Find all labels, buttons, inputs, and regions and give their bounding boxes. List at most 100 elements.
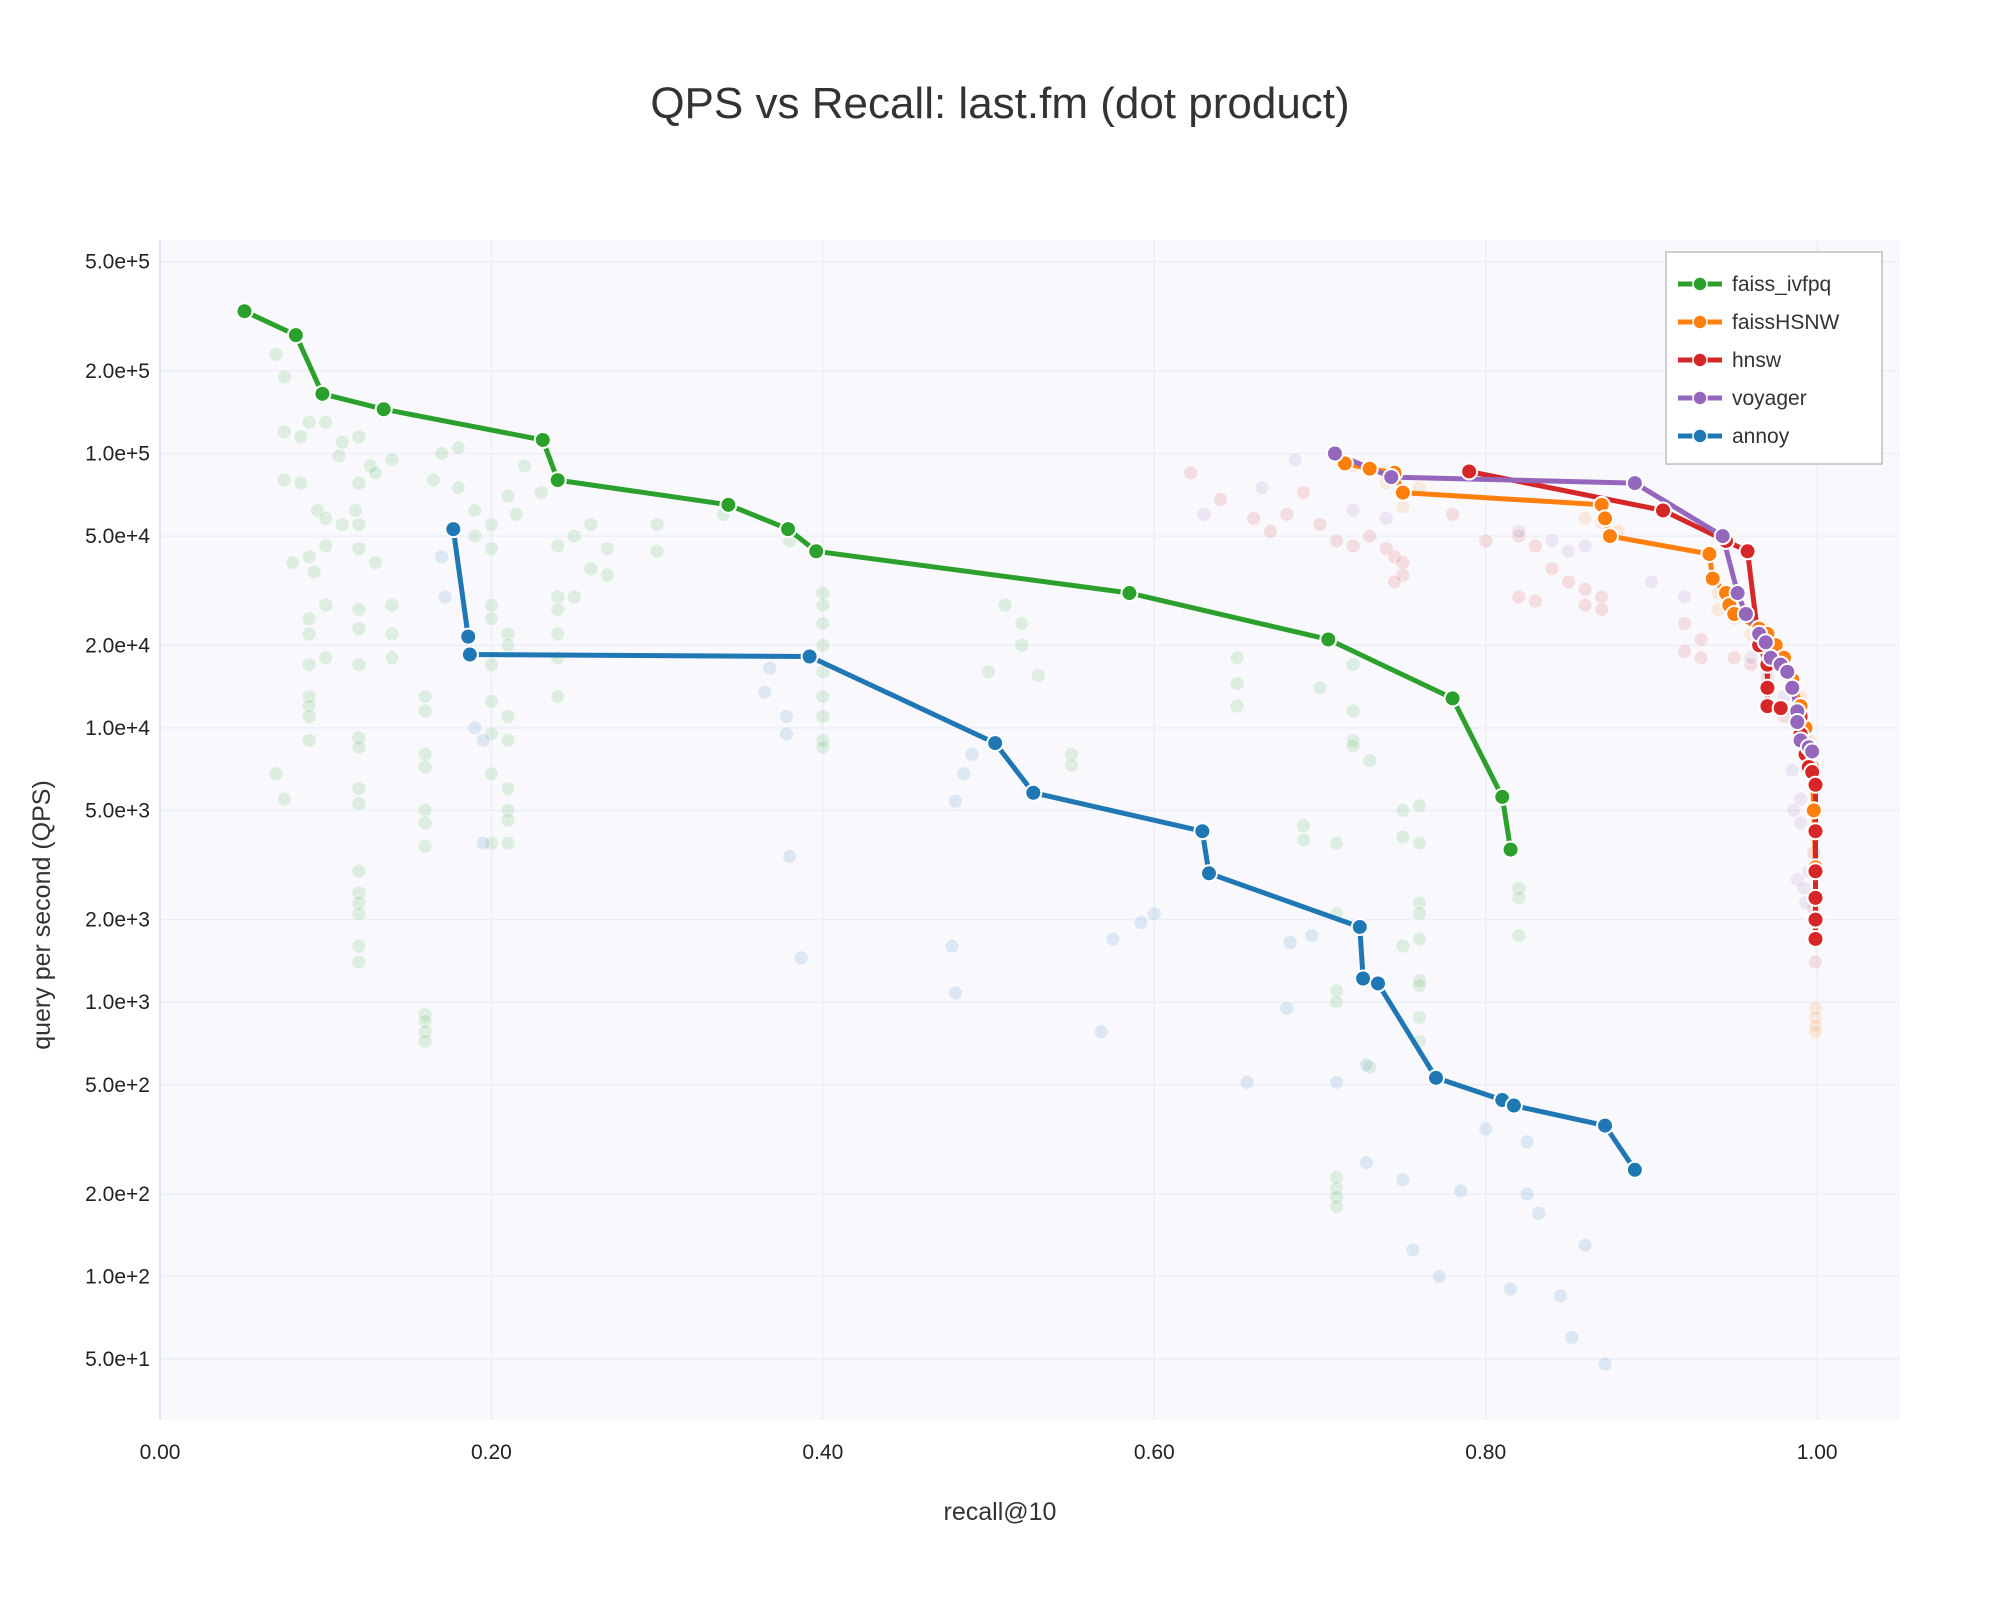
background-point-faiss_ivfpq: [417, 746, 433, 762]
background-point-annoy: [762, 660, 778, 676]
background-point-hnsw: [1677, 616, 1693, 632]
frontier-point-hnsw: [1806, 888, 1825, 907]
background-point-faiss_ivfpq: [276, 791, 292, 807]
background-point-faiss_ivfpq: [351, 429, 367, 445]
background-point-faiss_ivfpq: [450, 480, 466, 496]
background-point-faiss_ivfpq: [483, 657, 499, 673]
background-point-hnsw: [1478, 533, 1494, 549]
frontier-point-annoy: [1024, 783, 1043, 802]
background-point-faiss_ivfpq: [566, 528, 582, 544]
background-point-annoy: [475, 835, 491, 851]
y-tick-label: 5.0e+2: [85, 1074, 150, 1097]
frontier-point-faiss_ivfpq: [1501, 840, 1520, 859]
background-point-faiss_ivfpq: [483, 517, 499, 533]
frontier-point-faiss_ivfpq: [533, 430, 552, 449]
frontier-point-annoy: [1504, 1096, 1523, 1115]
background-point-faiss_ivfpq: [1411, 798, 1427, 814]
frontier-point-faiss_ivfpq: [779, 520, 798, 539]
frontier-point-annoy: [460, 645, 479, 664]
y-axis-ticks: 5.0e+1 1.0e+2 2.0e+2 5.0e+2 1.0e+3 2.0e+3 5.0e…: [85, 251, 150, 1371]
y-tick-label: 1.0e+5: [85, 442, 150, 465]
background-point-faiss_ivfpq: [1395, 829, 1411, 845]
legend-item-faissHSNW[interactable]: faissHSNW: [1678, 311, 1840, 334]
frontier-point-faissHSNW: [1360, 459, 1379, 478]
background-point-hnsw: [1387, 549, 1403, 565]
background-point-voyager: [1287, 452, 1303, 468]
background-point-faiss_ivfpq: [417, 815, 433, 831]
background-point-faiss_ivfpq: [351, 954, 367, 970]
background-point-annoy: [437, 589, 453, 605]
background-point-annoy: [1133, 915, 1149, 931]
grid-layer: [160, 240, 1900, 1420]
background-point-faiss_ivfpq: [334, 517, 350, 533]
frontier-point-annoy: [800, 647, 819, 666]
background-point-annoy: [434, 549, 450, 565]
background-point-faiss_ivfpq: [500, 732, 516, 748]
legend[interactable]: faiss_ivfpq faissHSNW hnsw voyager annoy: [1665, 251, 1883, 465]
background-point-faiss_ivfpq: [384, 650, 400, 666]
frontier-point-hnsw: [1806, 822, 1825, 841]
legend-label: annoy: [1732, 425, 1790, 448]
legend-item-hnsw[interactable]: hnsw: [1678, 349, 1782, 372]
background-point-hnsw: [1511, 528, 1527, 544]
background-point-annoy: [778, 708, 794, 724]
background-point-hnsw: [1807, 954, 1823, 970]
background-point-faiss_ivfpq: [500, 708, 516, 724]
frontier-point-annoy: [444, 520, 463, 539]
y-tick-label: 2.0e+3: [85, 909, 150, 932]
background-point-faiss_ivfpq: [1411, 972, 1427, 988]
background-point-hnsw: [1544, 561, 1560, 577]
frontier-point-voyager: [1728, 584, 1747, 603]
background-point-faiss_ivfpq: [293, 429, 309, 445]
background-point-annoy: [947, 985, 963, 1001]
background-point-hnsw: [1213, 491, 1229, 507]
background-point-faiss_ivfpq: [318, 510, 334, 526]
background-point-annoy: [1329, 1074, 1345, 1090]
background-point-faiss_ivfpq: [550, 538, 566, 554]
background-point-faiss_ivfpq: [483, 835, 499, 851]
frontier-point-hnsw: [1806, 775, 1825, 794]
background-point-annoy: [782, 848, 798, 864]
background-point-faiss_ivfpq: [301, 698, 317, 714]
frontier-point-faiss_ivfpq: [548, 471, 567, 490]
background-point-hnsw: [1511, 589, 1527, 605]
background-point-faiss_ivfpq: [1345, 657, 1361, 673]
legend-items: faiss_ivfpq faissHSNW hnsw voyager annoy: [1678, 273, 1840, 448]
background-point-hnsw: [1329, 533, 1345, 549]
background-point-hnsw: [1594, 601, 1610, 617]
background-point-faiss_ivfpq: [285, 555, 301, 571]
background-point-voyager: [1793, 815, 1809, 831]
background-point-annoy: [1239, 1074, 1255, 1090]
background-point-faiss_ivfpq: [268, 346, 284, 362]
background-point-hnsw: [1262, 523, 1278, 539]
background-point-faiss_ivfpq: [649, 543, 665, 559]
background-point-annoy: [467, 720, 483, 736]
background-point-annoy: [944, 938, 960, 954]
legend-item-faiss_ivfpq[interactable]: faiss_ivfpq: [1678, 273, 1831, 296]
frontier-point-hnsw: [1758, 678, 1777, 697]
background-point-annoy: [1358, 1057, 1374, 1073]
legend-item-annoy[interactable]: annoy: [1678, 425, 1790, 448]
frontier-point-hnsw: [1806, 929, 1825, 948]
background-point-annoy: [1478, 1121, 1494, 1137]
background-point-faiss_ivfpq: [500, 835, 516, 851]
plot-area: [160, 240, 1900, 1420]
background-point-faiss_ivfpq: [550, 589, 566, 605]
frontier-point-faissHSNW: [1393, 483, 1412, 502]
background-point-faiss_ivfpq: [351, 863, 367, 879]
background-point-faiss_ivfpq: [1411, 1009, 1427, 1025]
background-point-faiss_ivfpq: [351, 781, 367, 797]
background-point-faiss_ivfpq: [268, 766, 284, 782]
background-point-faiss_ivfpq: [367, 555, 383, 571]
legend-item-voyager[interactable]: voyager: [1678, 387, 1807, 410]
background-point-faiss_ivfpq: [1411, 906, 1427, 922]
background-point-faiss_ivfpq: [1395, 802, 1411, 818]
background-point-annoy: [475, 732, 491, 748]
background-point-hnsw: [1594, 589, 1610, 605]
legend-swatch-marker: [1692, 314, 1708, 330]
x-tick-label: 0.20: [471, 1441, 512, 1464]
frontier-point-annoy: [1350, 917, 1369, 936]
x-tick-label: 0.40: [802, 1441, 843, 1464]
